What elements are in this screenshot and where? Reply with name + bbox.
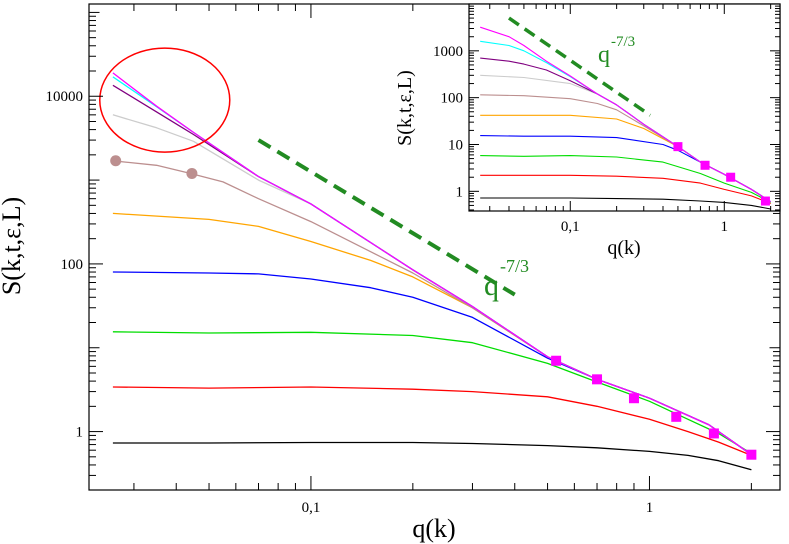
highlight-ellipse — [99, 47, 231, 153]
main-marker-magenta-squares-2 — [628, 393, 639, 404]
main-marker-magenta-squares-0 — [551, 355, 562, 366]
main-series-magenta — [112, 72, 752, 456]
inset-marker-magenta-squares-0 — [673, 142, 683, 152]
main-y-tick-label: 1 — [76, 425, 84, 441]
inset-y-tick-label: 10 — [448, 137, 463, 153]
main-marker-magenta-squares-3 — [671, 411, 682, 422]
main-power-law-exponent: -7/3 — [500, 256, 529, 276]
main-x-tick-label: 1 — [646, 500, 654, 516]
main-markers-group — [110, 155, 757, 460]
main-y-tick-label: 10000 — [46, 89, 84, 105]
main-guide-group — [257, 138, 516, 297]
main-power-law-base: q — [484, 269, 499, 302]
inset-series-magenta — [480, 26, 771, 203]
inset-y-axis-title: S(k,t,ε,L) — [394, 70, 416, 146]
inset-series-red — [480, 174, 771, 205]
main-series-red — [112, 386, 752, 457]
inset-plot: 0,1 1 1 10 100 1000 q(k) S(k,t,ε,L) q -7/3 — [394, 3, 781, 259]
inset-y-tick-label: 1 — [456, 184, 464, 200]
main-x-tick-label: 0,1 — [302, 500, 321, 516]
inset-power-law-base: q — [598, 42, 610, 68]
main-series-group — [112, 72, 752, 471]
main-y-tick-label: 100 — [61, 257, 84, 273]
main-marker-magenta-squares-4 — [708, 428, 719, 439]
main-series-black — [112, 441, 752, 471]
main-marker-magenta-squares-1 — [592, 374, 603, 385]
inset-marker-magenta-squares-2 — [726, 172, 736, 182]
inset-series-black — [480, 197, 771, 210]
inset-x-tick-label: 1 — [721, 219, 729, 235]
inset-ticks-group: 0,1 1 1 10 100 1000 — [433, 3, 780, 235]
inset-marker-magenta-squares-3 — [760, 196, 770, 206]
inset-power-law-guide — [507, 16, 652, 117]
main-marker-magenta-squares-5 — [746, 449, 757, 460]
inset-x-axis-title: q(k) — [607, 237, 640, 259]
inset-y-tick-label: 100 — [441, 91, 464, 107]
inset-series-green — [480, 155, 771, 203]
main-plot-frame — [88, 3, 781, 491]
inset-y-tick-label: 1000 — [433, 44, 463, 60]
main-x-axis-title: q(k) — [412, 514, 455, 543]
main-marker-rosybrown-dots-1 — [186, 167, 198, 179]
inset-x-tick-label: 0,1 — [561, 219, 580, 235]
inset-plot-frame — [468, 3, 781, 212]
inset-guide-group — [507, 16, 652, 117]
main-marker-rosybrown-dots-0 — [110, 155, 122, 167]
main-y-axis-title: S(k,t,ε,L) — [0, 197, 26, 295]
inset-markers-group — [673, 142, 770, 206]
main-power-law-guide — [257, 138, 516, 297]
main-series-green — [112, 331, 752, 454]
inset-power-law-exponent: -7/3 — [611, 34, 635, 50]
inset-marker-magenta-squares-1 — [700, 160, 710, 170]
